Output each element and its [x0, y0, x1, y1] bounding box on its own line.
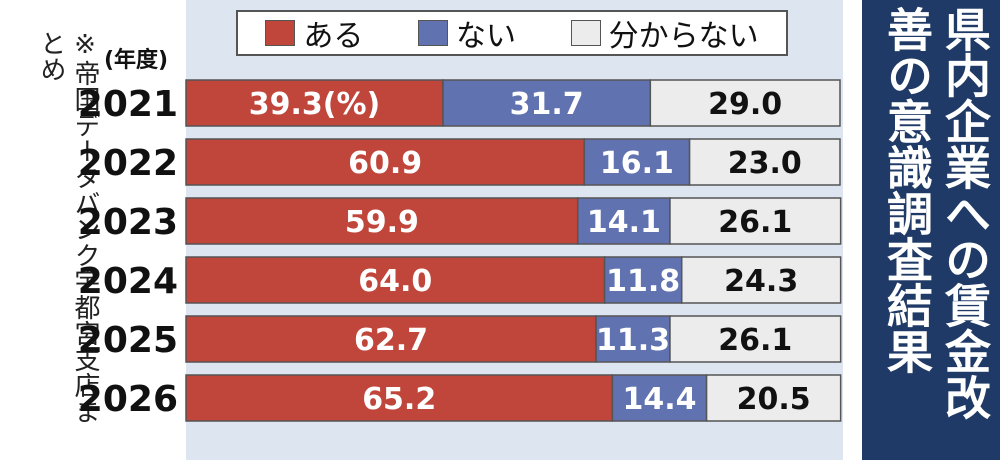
legend: ある ない 分からない [236, 10, 788, 56]
bar-aru-2026 [185, 374, 614, 422]
bar-wakaranai-2022 [688, 138, 841, 186]
bar-nai-2024 [603, 256, 683, 304]
bar-wakaranai-2021 [649, 79, 841, 127]
bar-nai-2021 [442, 79, 652, 127]
value-label-wakaranai-2024: 24.3 [724, 264, 798, 299]
bar-wakaranai-2023 [669, 197, 842, 245]
value-label-wakaranai-2022: 23.0 [728, 146, 802, 181]
legend-label-wakaranai: 分からない [608, 19, 759, 54]
value-label-wakaranai-2021: 29.0 [708, 87, 782, 122]
year-label-2025: 2025 [78, 320, 178, 361]
value-label-nai-2021: 31.7 [510, 87, 584, 122]
bar-wakaranai-2024 [680, 256, 842, 304]
value-label-wakaranai-2026: 20.5 [737, 382, 811, 417]
bar-aru-2023 [185, 197, 579, 245]
year-label-2024: 2024 [78, 261, 178, 302]
bar-aru-2022 [185, 138, 586, 186]
value-label-nai-2024: 11.8 [606, 264, 680, 299]
year-label-2021: 2021 [78, 84, 178, 125]
source-note: ※帝国データバンク宇都宮支店まとめ [36, 30, 100, 424]
value-label-wakaranai-2025: 26.1 [718, 323, 792, 358]
value-label-aru-2025: 62.7 [354, 323, 428, 358]
value-label-nai-2023: 14.1 [587, 205, 661, 240]
legend-swatch-nai [417, 20, 448, 46]
value-label-aru-2026: 65.2 [362, 382, 436, 417]
chart-title: 県内企業への賃金改善の意識調査結果 [880, 6, 992, 420]
bar-aru-2021 [185, 79, 444, 127]
value-label-nai-2025: 11.3 [596, 323, 670, 358]
legend-item-wakaranai: 分からない [570, 11, 759, 55]
bar-nai-2022 [583, 138, 691, 186]
title-band [862, 0, 1000, 460]
legend-swatch-wakaranai [570, 20, 601, 46]
legend-item-aru: ある [265, 11, 363, 55]
value-label-nai-2026: 14.4 [622, 382, 696, 417]
bar-wakaranai-2026 [705, 374, 842, 422]
year-label-2023: 2023 [78, 202, 178, 243]
value-label-aru-2024: 64.0 [358, 264, 432, 299]
year-label-2026: 2026 [78, 379, 178, 420]
bar-chart: 2021 39.3(%) 31.7 29.0 2022 60.9 16.1 23.0 2023 5… [78, 79, 842, 422]
legend-swatch-aru [265, 20, 296, 46]
legend-label-nai: ない [455, 19, 516, 54]
value-label-nai-2022: 16.1 [600, 146, 674, 181]
bar-nai-2025 [595, 315, 671, 363]
year-label-2022: 2022 [78, 143, 178, 184]
year-unit-label: (年度) [104, 48, 169, 73]
value-label-wakaranai-2023: 26.1 [718, 205, 792, 240]
bar-aru-2024 [185, 256, 606, 304]
legend-item-nai: ない [417, 11, 516, 55]
bar-aru-2025 [185, 315, 597, 363]
value-label-aru-2021: 39.3(%) [249, 87, 381, 122]
bar-wakaranai-2025 [669, 315, 842, 363]
legend-label-aru: ある [303, 19, 364, 54]
bar-nai-2026 [611, 374, 708, 422]
value-label-aru-2023: 59.9 [345, 205, 419, 240]
value-label-aru-2022: 60.9 [348, 146, 422, 181]
